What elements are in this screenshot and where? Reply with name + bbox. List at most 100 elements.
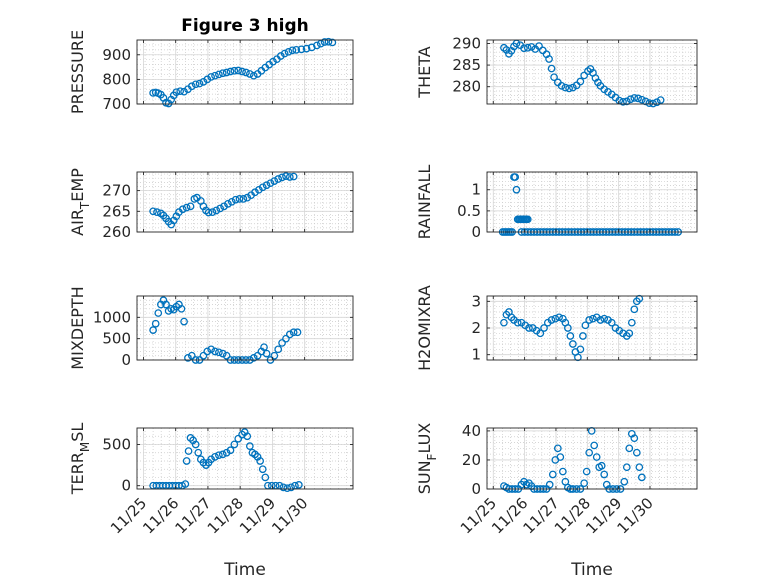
data-point: [195, 79, 204, 88]
data-point: [226, 446, 235, 455]
data-point: [283, 484, 292, 493]
y-axis-label: RAINFALL: [415, 165, 434, 240]
data-point: [215, 348, 223, 357]
data-point: [625, 444, 634, 453]
data-point: [625, 329, 634, 338]
data-point: [199, 351, 208, 360]
data-point: [184, 354, 192, 362]
y-axis-label: TERRMSL: [68, 423, 92, 496]
data-point: [274, 345, 283, 354]
data-point: [208, 208, 217, 216]
data-point: [328, 38, 337, 47]
y-tick-label: 20: [462, 451, 481, 469]
y-tick-label: 0: [471, 480, 481, 498]
y-axis-label: MIXDEPTH: [68, 286, 87, 369]
data-point: [551, 314, 560, 323]
data-point: [220, 202, 228, 211]
y-tick-label: 800: [102, 70, 131, 88]
data-point: [280, 49, 289, 58]
y-tick-label: 0: [121, 477, 131, 495]
data-point: [600, 470, 609, 479]
data-point: [292, 45, 301, 54]
data-point: [576, 345, 585, 354]
y-axis-label: H2OMIXRA: [415, 285, 434, 371]
data-point: [182, 457, 191, 465]
data-point: [550, 73, 558, 82]
data-point: [242, 68, 250, 77]
y-tick-label: 260: [102, 223, 131, 241]
data-point: [590, 441, 599, 450]
data-point: [207, 455, 215, 464]
data-point: [255, 185, 263, 194]
data-point: [545, 55, 553, 63]
data-point: [596, 316, 605, 324]
data-point: [216, 204, 225, 213]
data-point: [153, 208, 161, 216]
x-tick-label: 11/27: [171, 494, 214, 537]
y-tick-label: 700: [102, 95, 131, 113]
data-point: [262, 181, 271, 190]
data-point: [630, 94, 639, 102]
data-point: [523, 215, 532, 224]
y-tick-label: 500: [102, 330, 131, 348]
x-tick-label: 11/28: [204, 494, 247, 537]
data-point: [555, 313, 563, 322]
data-point: [162, 300, 170, 309]
data-point: [151, 319, 160, 328]
y-axis-label-tail: SL: [68, 423, 87, 442]
x-tick-label: 11/25: [107, 494, 150, 537]
data-point: [203, 347, 212, 356]
data-point: [302, 44, 311, 53]
y-axis-label-main: AIR: [68, 209, 87, 236]
y-tick-label: 2: [471, 319, 481, 337]
data-point: [287, 483, 295, 492]
data-point: [211, 347, 219, 356]
data-point: [154, 309, 163, 317]
data-point: [634, 94, 642, 103]
y-axis-label-main: THETA: [415, 46, 434, 98]
data-point: [547, 64, 556, 73]
data-point: [149, 326, 157, 334]
data-point: [230, 66, 239, 75]
data-point: [557, 81, 566, 90]
data-point: [249, 354, 258, 362]
data-point: [284, 47, 293, 56]
data-point: [597, 461, 606, 470]
data-point: [251, 188, 259, 197]
data-point: [215, 451, 223, 460]
data-point: [278, 339, 286, 347]
data-point: [320, 38, 329, 46]
data-point: [564, 324, 572, 332]
data-point: [630, 305, 639, 314]
data-point: [589, 314, 597, 323]
data-point: [527, 43, 536, 51]
y-axis-label-tail: LUX: [415, 423, 434, 454]
data-point: [172, 88, 181, 97]
data-point: [547, 316, 556, 324]
y-axis-label-main: RAINFALL: [415, 165, 434, 240]
data-point: [203, 75, 212, 84]
data-point: [234, 66, 243, 75]
y-axis-label-main: PRESSURE: [68, 30, 87, 114]
data-point: [149, 207, 157, 216]
data-point: [266, 179, 275, 188]
data-point: [260, 343, 268, 352]
data-point: [632, 448, 641, 457]
x-tick-label: 11/30: [614, 494, 657, 537]
y-tick-label: 280: [452, 78, 481, 96]
data-point: [218, 450, 227, 459]
data-point: [626, 95, 635, 104]
x-tick-label: 11/29: [236, 494, 279, 537]
data-point: [230, 440, 239, 449]
data-point: [186, 202, 195, 211]
y-axis-label-main: TERR: [68, 452, 87, 495]
data-point: [245, 70, 254, 78]
data-point: [569, 83, 577, 92]
data-point: [525, 324, 533, 332]
data-point: [585, 316, 594, 324]
data-point: [253, 351, 262, 360]
data-point: [316, 39, 325, 48]
y-axis-label: THETA: [415, 46, 434, 98]
data-point: [207, 345, 215, 354]
y-axis-label-subscript: F: [425, 453, 439, 460]
